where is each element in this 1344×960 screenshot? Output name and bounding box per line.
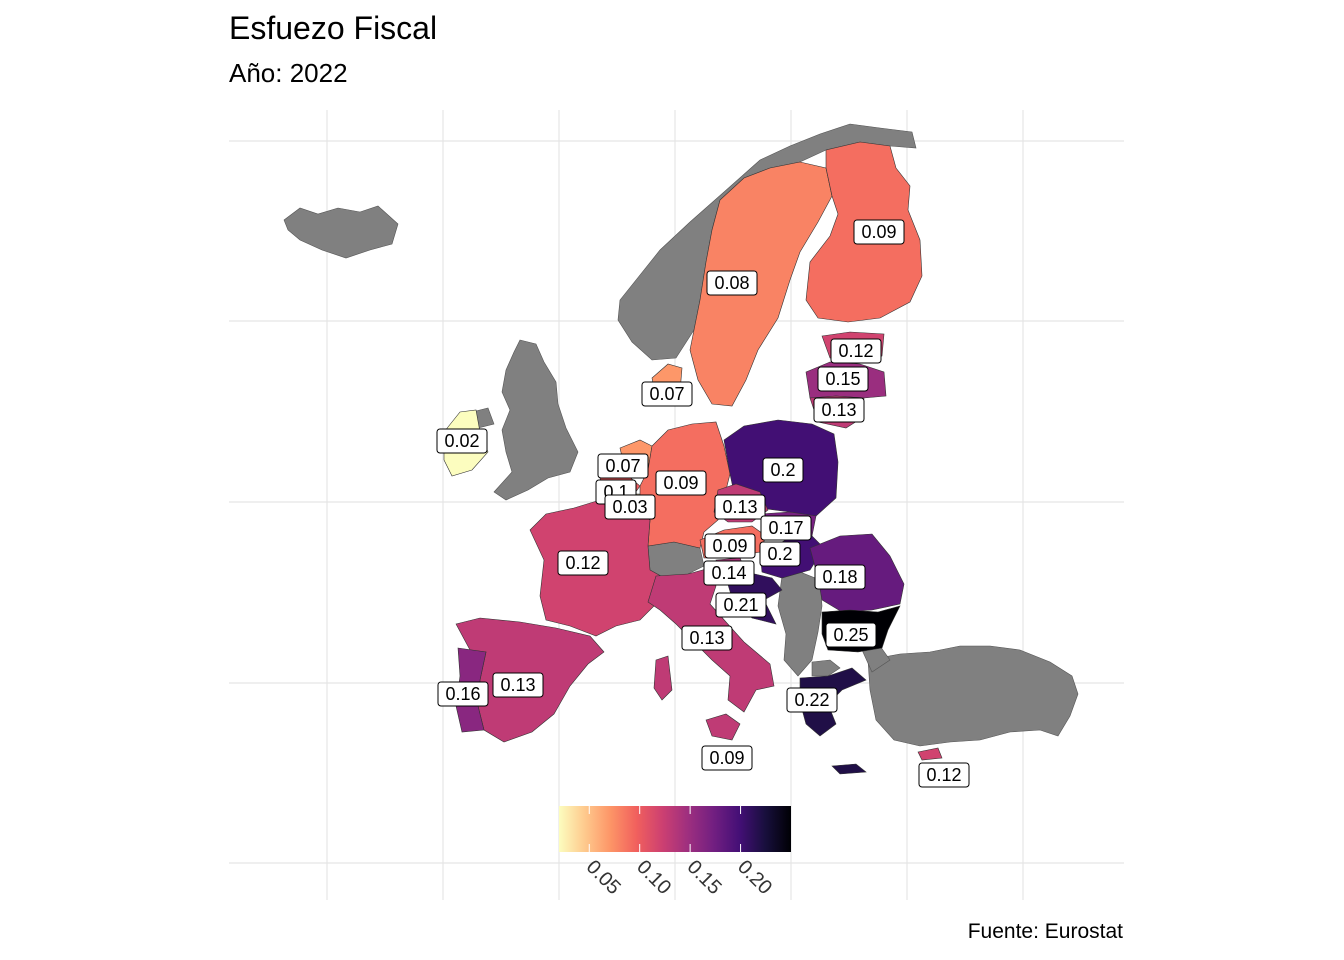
value-label-it: 0.13 <box>681 625 733 651</box>
svg-text:0.13: 0.13 <box>689 628 724 648</box>
svg-text:0.13: 0.13 <box>500 675 535 695</box>
svg-text:0.02: 0.02 <box>444 431 479 451</box>
svg-text:0.22: 0.22 <box>794 690 829 710</box>
svg-text:0.13: 0.13 <box>722 497 757 517</box>
legend-colorbar <box>559 806 791 852</box>
source-caption: Fuente: Eurostat <box>967 920 1123 943</box>
value-label-si: 0.14 <box>703 560 755 586</box>
svg-text:0.03: 0.03 <box>612 497 647 517</box>
svg-text:0.15: 0.15 <box>825 369 860 389</box>
chart-title: Esfuezo Fiscal <box>229 10 438 46</box>
turkey <box>867 645 1079 747</box>
svg-text:0.16: 0.16 <box>445 684 480 704</box>
svg-text:0.09: 0.09 <box>861 222 896 242</box>
svg-text:0.07: 0.07 <box>605 456 640 476</box>
chart-subtitle: Año: 2022 <box>229 58 348 88</box>
serbia-balkans <box>777 571 823 677</box>
value-label-se: 0.08 <box>706 270 758 296</box>
svg-text:0.25: 0.25 <box>833 625 868 645</box>
region-SE <box>689 161 833 407</box>
value-label-ie: 0.02 <box>436 428 488 454</box>
svg-text:0.08: 0.08 <box>714 273 749 293</box>
value-label-es: 0.13 <box>492 672 544 698</box>
value-label-nl: 0.07 <box>597 453 649 479</box>
svg-text:0.13: 0.13 <box>821 400 856 420</box>
svg-text:0.2: 0.2 <box>770 460 795 480</box>
value-label-mt: 0.09 <box>701 745 753 771</box>
value-label-lt: 0.13 <box>813 397 865 423</box>
value-label-bg: 0.25 <box>825 622 877 648</box>
north-macedonia <box>811 659 841 677</box>
value-label-at: 0.09 <box>704 533 756 559</box>
region-CY <box>917 747 943 761</box>
svg-text:0.12: 0.12 <box>838 341 873 361</box>
svg-text:0.18: 0.18 <box>822 567 857 587</box>
svg-text:0.09: 0.09 <box>663 473 698 493</box>
svg-text:0.17: 0.17 <box>768 518 803 538</box>
value-label-cz: 0.13 <box>714 494 766 520</box>
value-label-ro: 0.18 <box>814 564 866 590</box>
value-label-dk: 0.07 <box>641 381 693 407</box>
value-label-lv: 0.15 <box>817 366 869 392</box>
svg-text:0.09: 0.09 <box>709 748 744 768</box>
region-IT-sicily <box>705 713 741 741</box>
value-label-gr: 0.22 <box>786 687 838 713</box>
value-label-fr: 0.12 <box>557 550 609 576</box>
region-GR-crete <box>831 763 867 775</box>
svg-text:0.2: 0.2 <box>767 544 792 564</box>
svg-text:0.09: 0.09 <box>712 536 747 556</box>
value-label-pl: 0.2 <box>762 457 804 483</box>
value-label-sk: 0.17 <box>760 515 812 541</box>
svg-text:0.12: 0.12 <box>565 553 600 573</box>
region-IT-sardinia <box>653 655 673 701</box>
value-label-fi: 0.09 <box>853 219 905 245</box>
value-label-hu: 0.2 <box>759 541 801 567</box>
svg-text:0.07: 0.07 <box>649 384 684 404</box>
value-label-hr: 0.21 <box>715 592 767 618</box>
united-kingdom <box>493 339 579 501</box>
value-label-lu: 0.03 <box>604 494 656 520</box>
value-label-de: 0.09 <box>655 470 707 496</box>
value-label-ee: 0.12 <box>830 338 882 364</box>
svg-text:0.12: 0.12 <box>926 765 961 785</box>
value-label-cy: 0.12 <box>918 762 970 788</box>
non-eu-countries <box>283 123 1079 747</box>
iceland <box>283 205 399 259</box>
svg-text:0.21: 0.21 <box>723 595 758 615</box>
value-labels: 0.020.080.090.070.120.150.130.070.10.030… <box>436 219 970 788</box>
value-label-pt: 0.16 <box>437 681 489 707</box>
svg-text:0.14: 0.14 <box>711 563 746 583</box>
